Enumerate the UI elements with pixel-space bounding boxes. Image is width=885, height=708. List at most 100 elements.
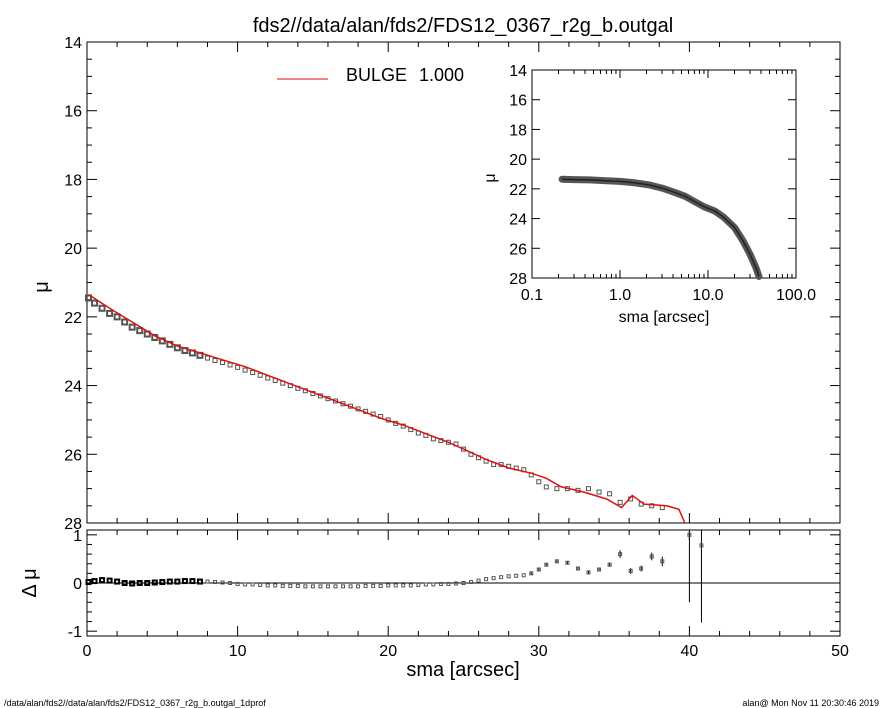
main-y-axis-label: μ [31,281,53,293]
residual-point [423,582,428,587]
residual-point [220,580,225,585]
residual-point [181,578,188,585]
residual-y-ticks: -1 0 1 [68,528,840,641]
data-point [649,503,655,509]
residual-point [506,574,511,579]
residual-point [99,577,106,584]
data-point [220,360,226,366]
inset-y-tick-label: 14 [509,63,527,80]
data-point [585,486,591,492]
inset-x-tick-label: 1.0 [609,287,631,304]
residual-point [196,578,203,585]
data-point [536,479,542,485]
residual-x-tick-label: 10 [229,643,247,660]
data-point [204,355,210,361]
data-point [136,327,144,335]
main-y-tick-label: 18 [64,172,82,189]
residual-panel: -101 0 10 20 30 40 50 Δ μ sma [arcsec] [19,528,849,681]
residual-point [469,580,474,585]
residual-point [228,581,233,585]
inset-x-tick-label: 0.1 [521,287,543,304]
residual-x-tick-label: 20 [379,643,397,660]
data-point [128,323,136,331]
inset-y-tick-label: 20 [509,152,527,169]
residual-point [649,554,654,559]
inset-y-tick-label: 16 [509,93,527,110]
residual-point [401,583,406,588]
main-y-tick-label: 22 [64,310,82,327]
residual-point [529,571,534,576]
inset-y-tick-label: 24 [509,212,527,229]
residual-point [371,583,376,588]
residual-point [341,584,346,589]
residual-point [544,562,549,567]
residual-point [144,580,151,586]
residual-point [106,577,113,584]
residual-point [446,581,451,586]
main-y-tick-label: 26 [64,447,82,464]
residual-point [129,580,136,587]
legend-value: 1.000 [419,65,464,85]
inset-panel: 14 16 18 20 22 24 26 28 0.1 1.0 10.0 100.0 μ sma [… [482,63,816,326]
data-point [543,484,549,490]
main-y-tick-label: 28 [64,516,82,533]
data-point [607,491,613,497]
residual-y-tick-label: 0 [73,576,82,593]
residual-point [491,576,496,581]
x-axis-label: sma [arcsec] [406,659,519,681]
residual-point [618,552,623,557]
data-point [212,357,218,363]
inset-y-tick-label: 26 [509,241,527,258]
residual-point [174,578,181,585]
residual-point [91,578,98,585]
data-point [106,309,114,317]
residual-x-tick-label: 30 [530,643,548,660]
main-y-tick-label: 20 [64,241,82,258]
residual-point [378,583,383,588]
inset-profile-core [562,178,760,277]
residual-x-tick-label: 50 [831,643,849,660]
residual-point [356,584,361,589]
residual-point [476,578,481,583]
residual-point [431,582,436,587]
inset-x-tick-label: 10.0 [692,287,723,304]
residual-x-tick-label: 40 [681,643,699,660]
footer-timestamp: alan@ Mon Nov 11 20:30:46 2019 [742,698,879,708]
residual-point [85,579,92,586]
data-point [461,446,466,452]
residual-point [607,562,612,567]
residual-point [536,567,541,572]
main-y-tick-label: 16 [64,104,82,121]
residual-point [114,578,121,585]
residual-y-tick-label: -1 [68,624,82,641]
residual-point [273,583,278,588]
residual-point [586,570,591,575]
data-point [98,304,106,312]
data-point [242,367,248,373]
residual-point [303,584,308,589]
inset-x-ticks: 0.1 1.0 10.0 100.0 [521,70,816,304]
inset-y-ticks: 14 16 18 20 22 24 26 28 [509,63,796,288]
residual-point [280,583,285,588]
residual-point [628,568,633,573]
bulge-model-line [88,293,686,524]
residual-point [514,573,519,578]
chart-title: fds2//data/alan/fds2/FDS12_0367_r2g_b.ou… [253,15,673,37]
legend-label: BULGE [346,65,407,85]
residual-point [310,584,315,589]
residual-point [499,575,504,580]
data-point [250,370,256,376]
data-point [121,318,129,326]
residual-point [461,581,466,585]
main-panel: μ 14 16 18 20 22 24 26 28 BULGE 1.000 [31,35,841,533]
residual-point [205,579,210,584]
data-point [554,486,560,492]
residual-y-tick-label: 1 [73,528,82,545]
residual-points [85,530,704,623]
residual-point [386,583,391,588]
residual-point [438,581,443,586]
residual-point [235,581,240,586]
residual-point [575,566,580,571]
residual-point [250,582,255,587]
